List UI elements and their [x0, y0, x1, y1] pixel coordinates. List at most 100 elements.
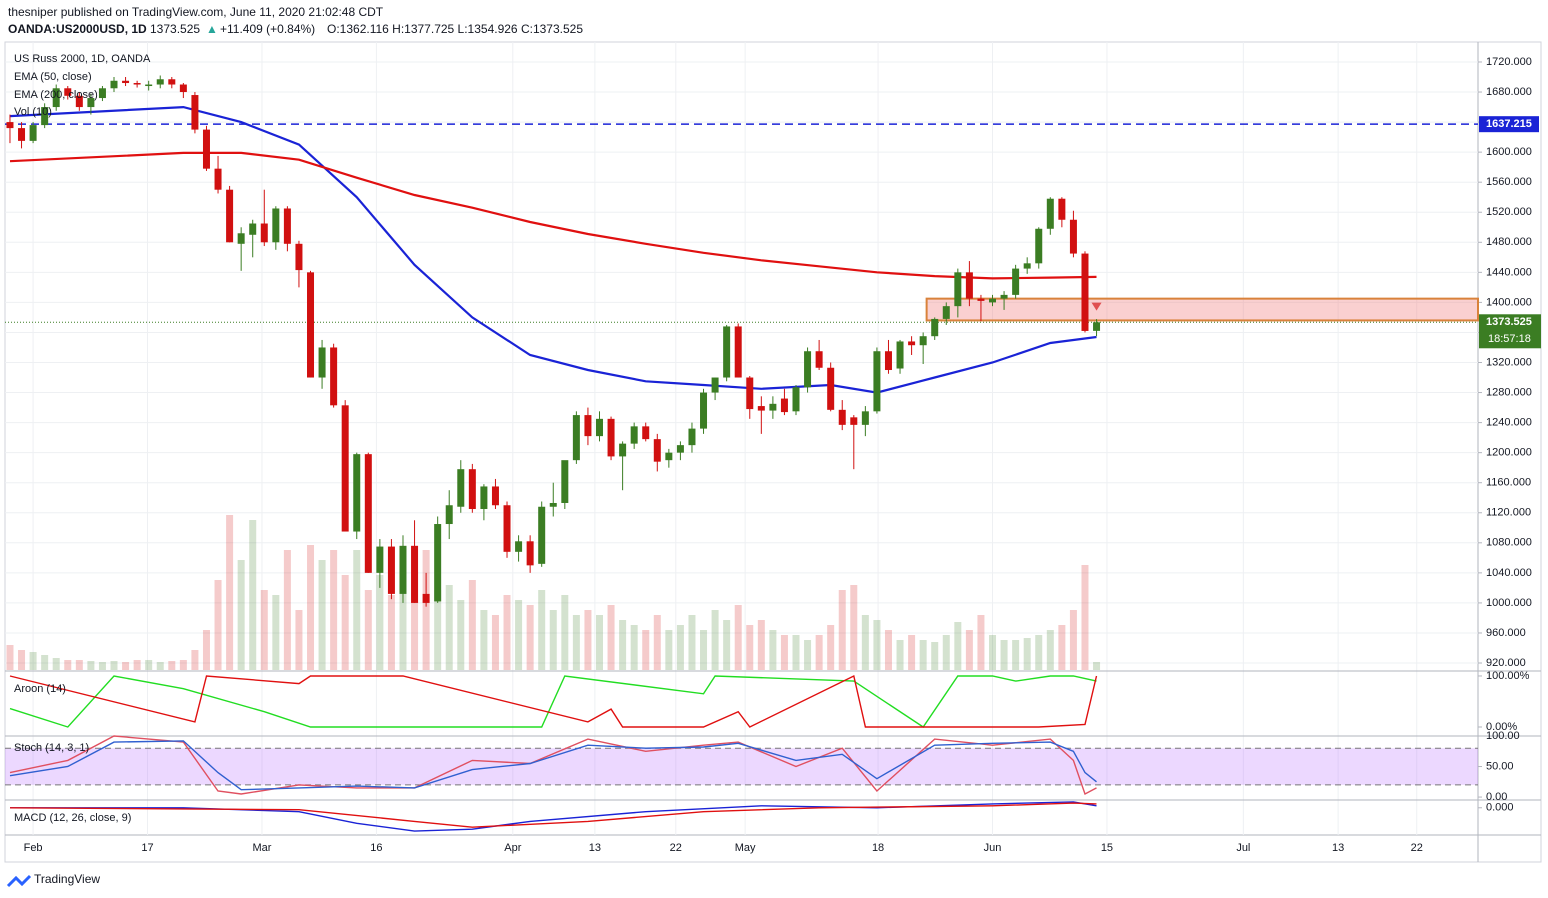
candle-body — [815, 351, 823, 368]
volume-bar — [491, 615, 499, 670]
volume-bar — [977, 615, 985, 670]
volume-bar — [723, 620, 731, 670]
candle-body — [965, 272, 973, 299]
x-tick-label: 15 — [1101, 842, 1113, 854]
volume-bar — [780, 635, 788, 670]
brand: TradingView — [34, 872, 100, 886]
candle-body — [607, 418, 615, 457]
x-tick-label: 17 — [141, 842, 153, 854]
volume-bar — [734, 605, 742, 670]
indicator-line — [9, 674, 1098, 728]
y-tick-label: 50.00 — [1486, 760, 1514, 772]
volume-bar — [168, 661, 176, 670]
y-tick-label: 1240.000 — [1486, 417, 1532, 429]
x-tick-label: Feb — [24, 842, 43, 854]
x-tick-label: 22 — [1411, 842, 1423, 854]
volume-bar — [237, 560, 245, 670]
indicator-line — [9, 675, 1097, 728]
volume-bar — [792, 635, 800, 670]
change: +11.409 (+0.84%) — [220, 22, 315, 36]
candle-body — [480, 486, 488, 509]
candle-body — [272, 208, 280, 243]
y-tick-label: 1440.000 — [1486, 266, 1532, 278]
candle-body — [1069, 219, 1077, 254]
volume-bar — [226, 515, 234, 670]
candle-body — [630, 426, 638, 444]
candle-body — [145, 84, 153, 87]
x-tick-label: 18 — [872, 842, 884, 854]
candle-body — [18, 128, 26, 141]
x-tick-label: May — [735, 842, 756, 854]
candle-body — [769, 403, 777, 411]
y-tick-label: 1480.000 — [1486, 236, 1532, 248]
x-tick-label: 13 — [589, 842, 601, 854]
x-tick-label: Jul — [1236, 842, 1250, 854]
candle-body — [52, 88, 60, 108]
volume-bar — [283, 550, 291, 670]
volume-bar — [399, 560, 407, 670]
volume-bar — [318, 560, 326, 670]
candle-body — [734, 326, 742, 378]
volume-bar — [202, 630, 210, 670]
candle-body — [873, 351, 881, 412]
candle-body — [64, 88, 72, 96]
candle-body — [156, 79, 164, 85]
candle-body — [214, 168, 222, 190]
volume-bar — [515, 600, 523, 670]
y-tick-label: 1160.000 — [1486, 477, 1531, 489]
volume-bar — [549, 610, 557, 670]
volume-bar — [942, 635, 950, 670]
candle-body — [87, 98, 95, 108]
volume-bar — [896, 640, 904, 670]
volume-bar — [468, 580, 476, 670]
candle-body — [1035, 228, 1043, 264]
y-tick-label: 0.00% — [1486, 721, 1517, 733]
legend-ema50: EMA (50, close) — [14, 71, 92, 83]
candle-body — [503, 505, 511, 552]
volume-bar — [688, 615, 696, 670]
last-badge — [1479, 314, 1541, 349]
volume-bar — [1093, 662, 1101, 670]
volume-bar — [584, 610, 592, 670]
y-tick-label: 1680.000 — [1486, 86, 1532, 98]
candle-body — [919, 336, 927, 346]
volume-bar — [861, 615, 869, 670]
candle-body — [1081, 253, 1089, 331]
candle-body — [307, 272, 315, 378]
x-tick-label: Jun — [984, 842, 1002, 854]
candle-body — [168, 79, 176, 85]
candle-body — [491, 486, 499, 506]
stoch-band — [5, 748, 1478, 785]
candle-body — [457, 469, 465, 507]
candle-body — [422, 593, 430, 603]
x-tick-label: Mar — [252, 842, 271, 854]
volume-bar — [769, 630, 777, 670]
ohlc: O:1362.116 H:1377.725 L:1354.926 C:1373.… — [327, 22, 583, 36]
volume-bar — [1081, 565, 1089, 670]
volume-bar — [122, 662, 130, 670]
candle-body — [1012, 268, 1020, 295]
volume-bar — [954, 622, 962, 670]
volume-bar — [179, 660, 187, 670]
volume-bar — [676, 625, 684, 670]
volume-bar — [850, 585, 858, 670]
volume-bar — [619, 620, 627, 670]
candle-body — [676, 445, 684, 453]
x-tick-label: Apr — [504, 842, 521, 854]
volume-bar — [1023, 638, 1031, 670]
candle-body — [122, 80, 130, 84]
candle-body — [688, 428, 696, 446]
indicator-line — [9, 740, 1097, 791]
change-arrow: ▲ — [206, 22, 218, 36]
candle-body — [75, 95, 83, 108]
y-tick-label: 0.000 — [1486, 802, 1514, 814]
volume-bar — [1000, 640, 1008, 670]
volume-bar — [919, 640, 927, 670]
volume-bar — [307, 545, 315, 670]
volume-bar — [387, 595, 395, 670]
volume-bar — [746, 625, 754, 670]
indicator-line — [9, 105, 1097, 394]
candle-body — [1093, 322, 1101, 331]
volume-bar — [630, 625, 638, 670]
volume-bar — [908, 635, 916, 670]
